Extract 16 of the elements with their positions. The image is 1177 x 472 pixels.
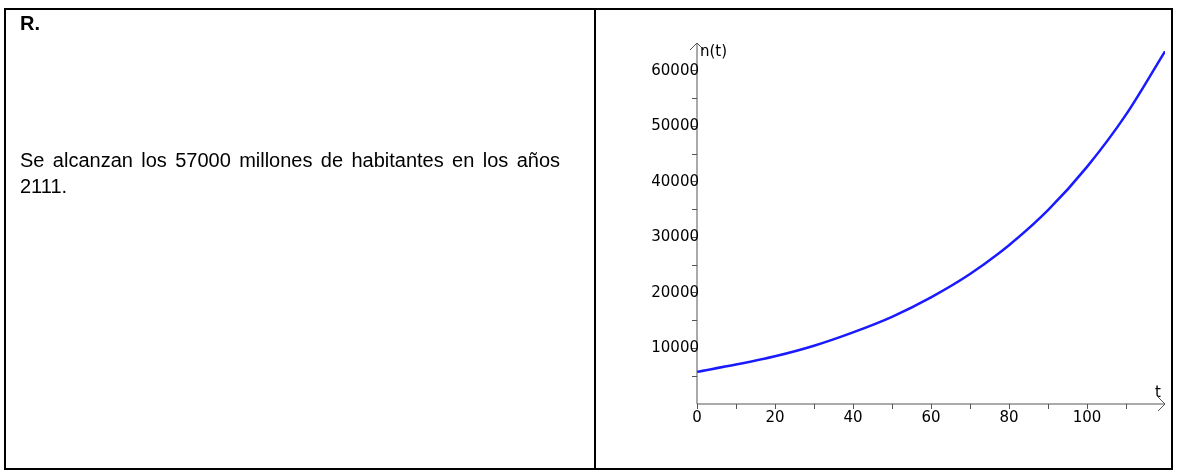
x-tick-label: 20 [765, 408, 785, 427]
y-tick-label: 40000 [651, 171, 699, 190]
x-tick-label: 100 [1072, 408, 1102, 427]
x-tick-label: 80 [999, 408, 1019, 427]
text: Se alcanzan los 57000 millones de habitantes en los años 2111. [20, 148, 560, 199]
x-tick-label: 0 [692, 408, 702, 427]
y-tick-label: 20000 [651, 282, 699, 301]
x-axis-title: t [1155, 383, 1162, 402]
y-tick-label: 10000 [651, 338, 699, 357]
text: R. [20, 12, 40, 35]
y-tick-label: 50000 [651, 116, 699, 135]
y-axis-title: n(t) [700, 42, 728, 61]
x-tick-label: 60 [921, 408, 941, 427]
y-tick-label: 30000 [651, 227, 699, 246]
x-tick-label: 40 [843, 408, 863, 427]
y-tick-label: 60000 [651, 60, 699, 79]
